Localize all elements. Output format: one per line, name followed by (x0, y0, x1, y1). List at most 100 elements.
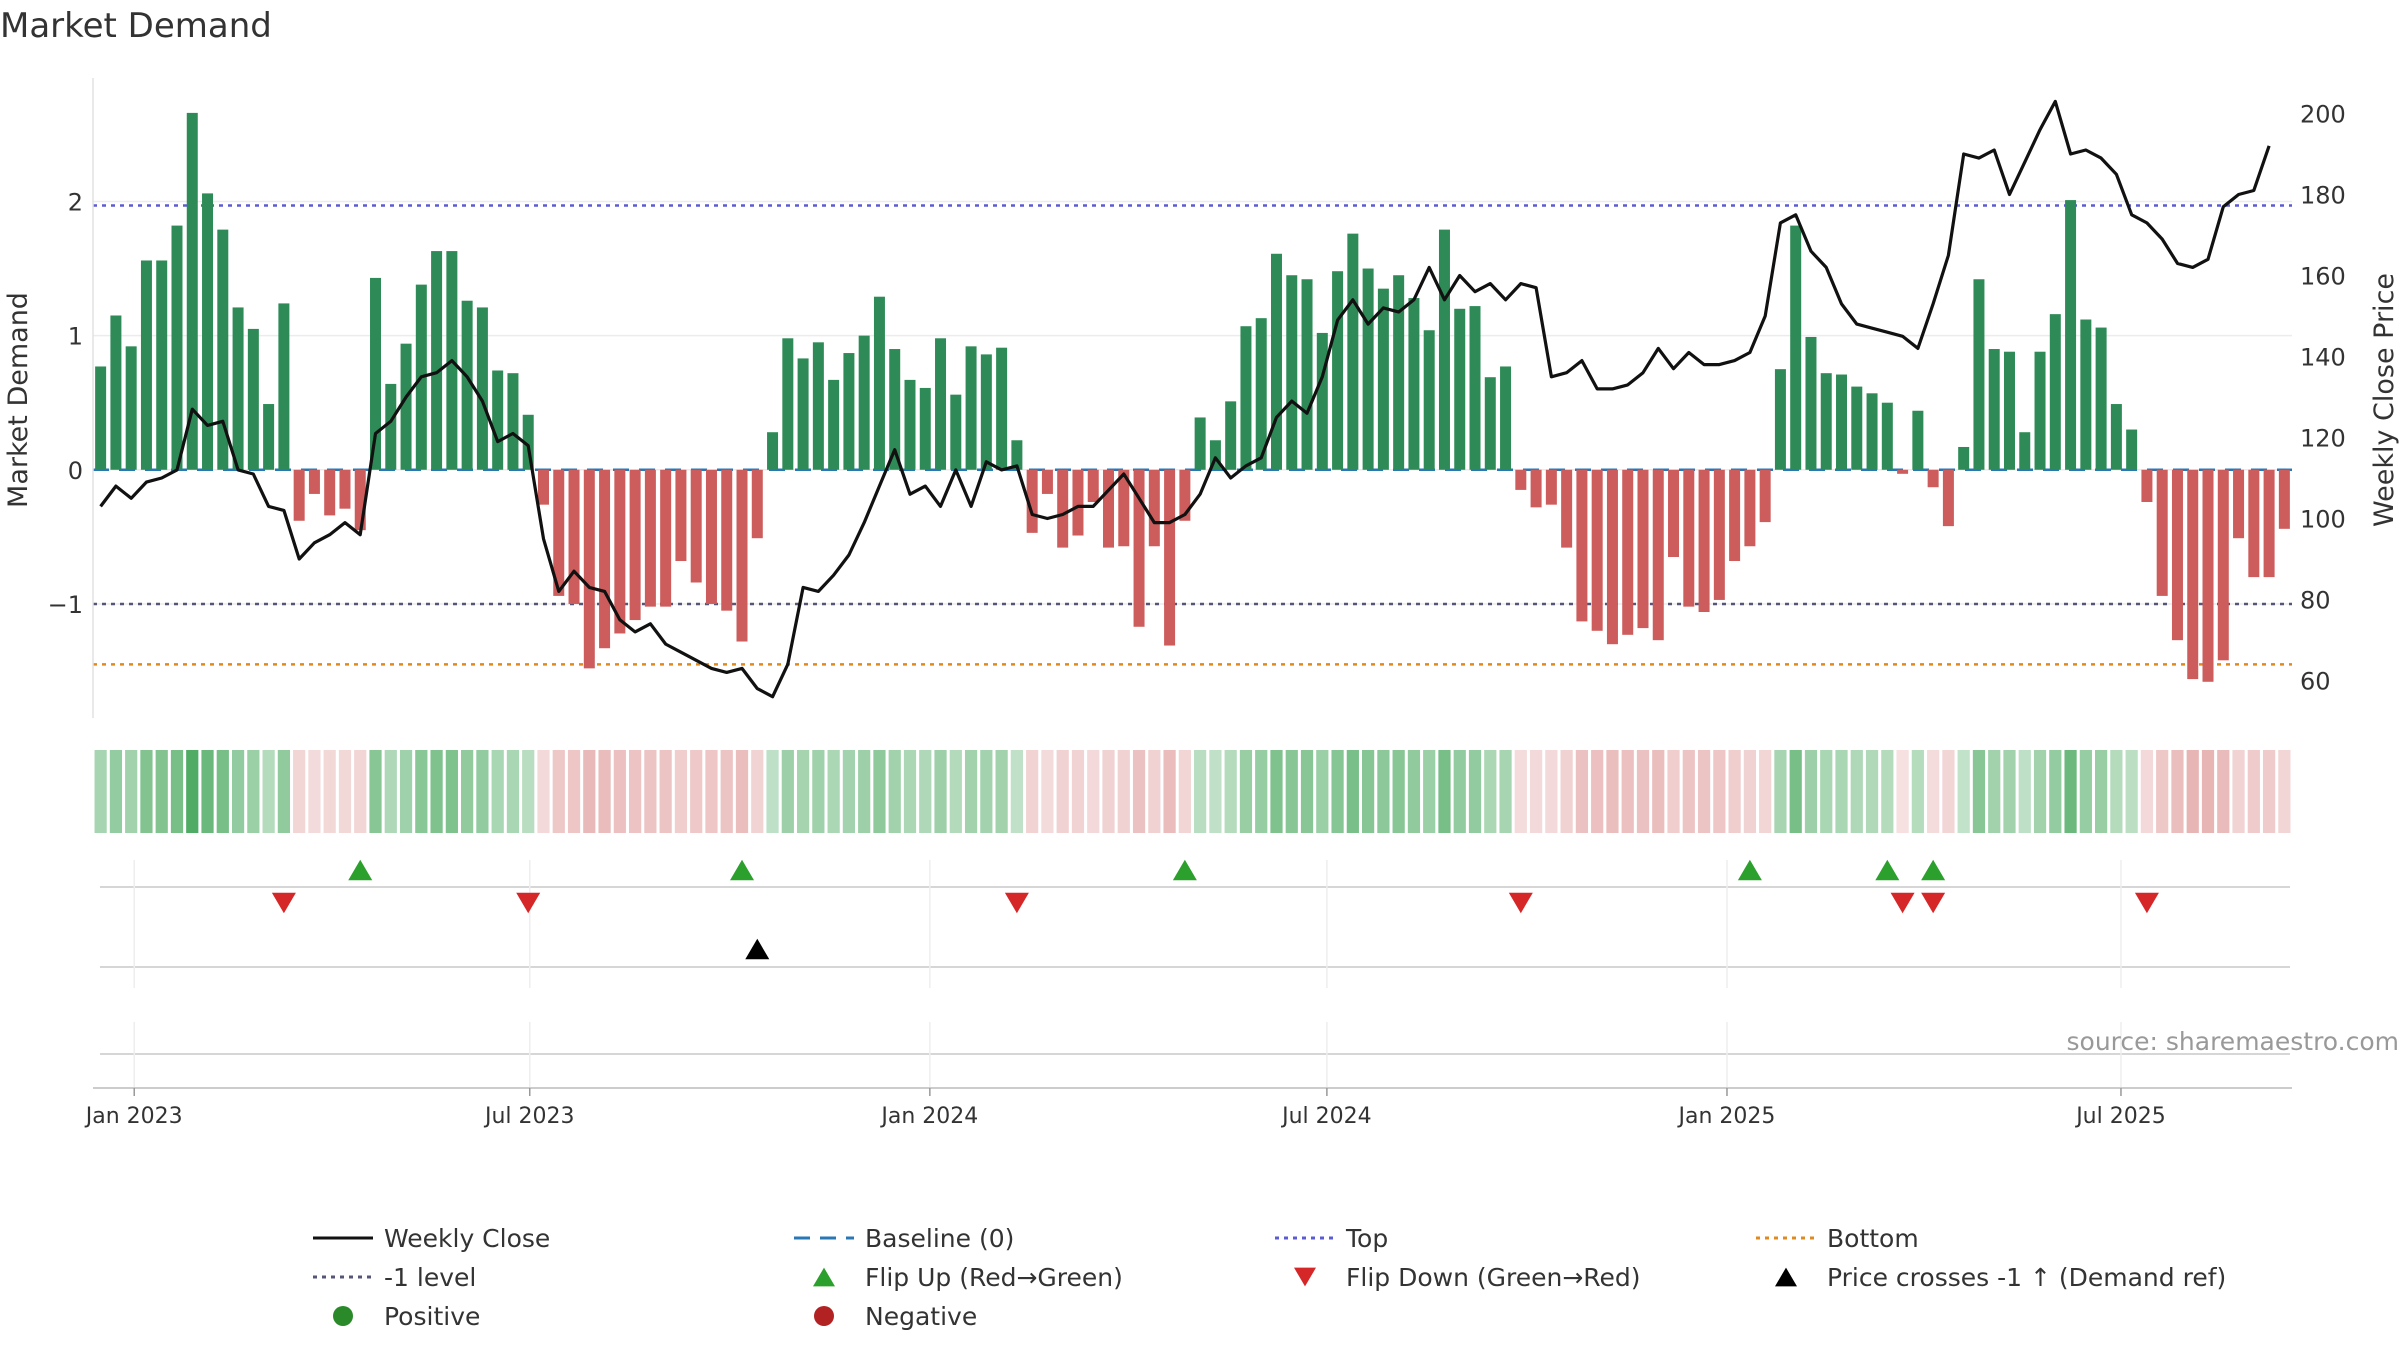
heat-cell (1041, 750, 1054, 833)
flip-down-marker (1921, 892, 1946, 914)
demand-bar (1774, 369, 1786, 470)
demand-bar (904, 379, 916, 470)
reference-lines (93, 204, 2292, 666)
demand-bar (1362, 268, 1374, 470)
heat-cell (2110, 750, 2123, 833)
legend-swatch (1775, 1267, 1797, 1287)
heat-cell (1911, 750, 1924, 833)
demand-bar (2019, 432, 2031, 470)
demand-bar (308, 469, 320, 494)
heat-cell (1117, 750, 1130, 833)
heat-cell (1972, 750, 1986, 833)
flip-down-marker (1890, 892, 1915, 914)
demand-bar (156, 260, 168, 470)
heat-cell (1667, 750, 1680, 833)
demand-bar (1897, 469, 1909, 474)
heat-cell (796, 750, 810, 833)
demand-bar (1515, 469, 1527, 490)
legend-label: Bottom (1827, 1224, 1919, 1253)
heat-cell (1071, 750, 1085, 833)
demand-bar (1255, 318, 1267, 470)
heat-cell (1957, 750, 1970, 833)
heat-cell (827, 750, 840, 833)
demand-bar (354, 469, 366, 531)
demand-bar (1881, 402, 1893, 470)
flip-down-marker (2134, 892, 2159, 914)
demand-bar (1683, 469, 1695, 607)
demand-bar (1454, 308, 1466, 470)
heat-cell (1087, 750, 1100, 833)
heat-cell (583, 750, 596, 833)
heat-cell (2079, 750, 2092, 833)
demand-bar (1316, 332, 1328, 470)
demand-bar (1087, 469, 1099, 502)
heat-cell (354, 750, 367, 833)
heat-cell (506, 750, 520, 833)
y-tick-label-right: 100 (2300, 506, 2346, 534)
heat-cell (1942, 750, 1955, 833)
heat-cell (888, 750, 901, 833)
y-tick-label-right: 160 (2300, 263, 2346, 291)
demand-bar (889, 349, 901, 470)
heat-cell (1484, 750, 1497, 833)
legend-label: -1 level (384, 1263, 476, 1292)
heat-cell (735, 750, 749, 833)
demand-bar (247, 328, 259, 470)
heat-cell (705, 750, 718, 833)
demand-bar (186, 112, 198, 470)
heat-cell (995, 750, 1008, 833)
demand-bar (980, 354, 992, 470)
y-tick-label-left: −1 (48, 591, 83, 619)
x-tick-label: Jul 2024 (1280, 1104, 1372, 1129)
legend-label: Top (1345, 1224, 1388, 1253)
demand-bar (461, 300, 473, 470)
demand-bar (1545, 469, 1557, 505)
flip-down-marker (271, 892, 296, 914)
heat-cell (201, 750, 214, 833)
heat-cell (1209, 750, 1222, 833)
demand-bar (492, 370, 504, 470)
heat-cell (2125, 750, 2138, 833)
demand-bar (1393, 275, 1405, 470)
demand-bar (1225, 401, 1237, 470)
heat-cell (1728, 750, 1741, 833)
demand-bar (125, 346, 137, 470)
heat-cell (1560, 750, 1573, 833)
weekly-close-line (99, 99, 2271, 699)
legend-swatch (813, 1267, 835, 1287)
demand-bar (1637, 469, 1649, 629)
demand-bar (599, 469, 611, 649)
heat-cell (842, 750, 856, 833)
heat-cell (1300, 750, 1314, 833)
heat-cell (674, 750, 688, 833)
demand-bar (1041, 469, 1053, 494)
heat-cell (1713, 750, 1726, 833)
heat-cell (644, 750, 657, 833)
demand-bar (1408, 298, 1420, 470)
heat-cell (1820, 750, 1833, 833)
demand-bar (1332, 271, 1344, 470)
heat-cell (2232, 750, 2245, 833)
flip-down-marker (1004, 892, 1029, 914)
legend-item: Baseline (0) (794, 1224, 1014, 1253)
demand-bar (1698, 469, 1710, 613)
demand-bar (1759, 469, 1771, 523)
demand-bar (1164, 469, 1176, 646)
demand-bar (2233, 469, 2245, 539)
demand-bar (1484, 377, 1496, 470)
heat-cell (323, 750, 336, 833)
demand-bar (568, 469, 580, 604)
demand-bar (1866, 393, 1878, 470)
demand-bar (1729, 469, 1741, 562)
heat-cell (415, 750, 428, 833)
x-tick-label: Jan 2023 (84, 1104, 183, 1129)
demand-bar (1790, 225, 1802, 470)
legend-item: Positive (333, 1302, 480, 1331)
heat-cell (2095, 750, 2108, 833)
heat-cell (170, 750, 184, 833)
heat-cell (1575, 750, 1589, 833)
demand-bar (1836, 374, 1848, 470)
demand-bar (1026, 469, 1038, 533)
legend-item: Top (1275, 1224, 1388, 1253)
demand-bar (1148, 469, 1160, 547)
